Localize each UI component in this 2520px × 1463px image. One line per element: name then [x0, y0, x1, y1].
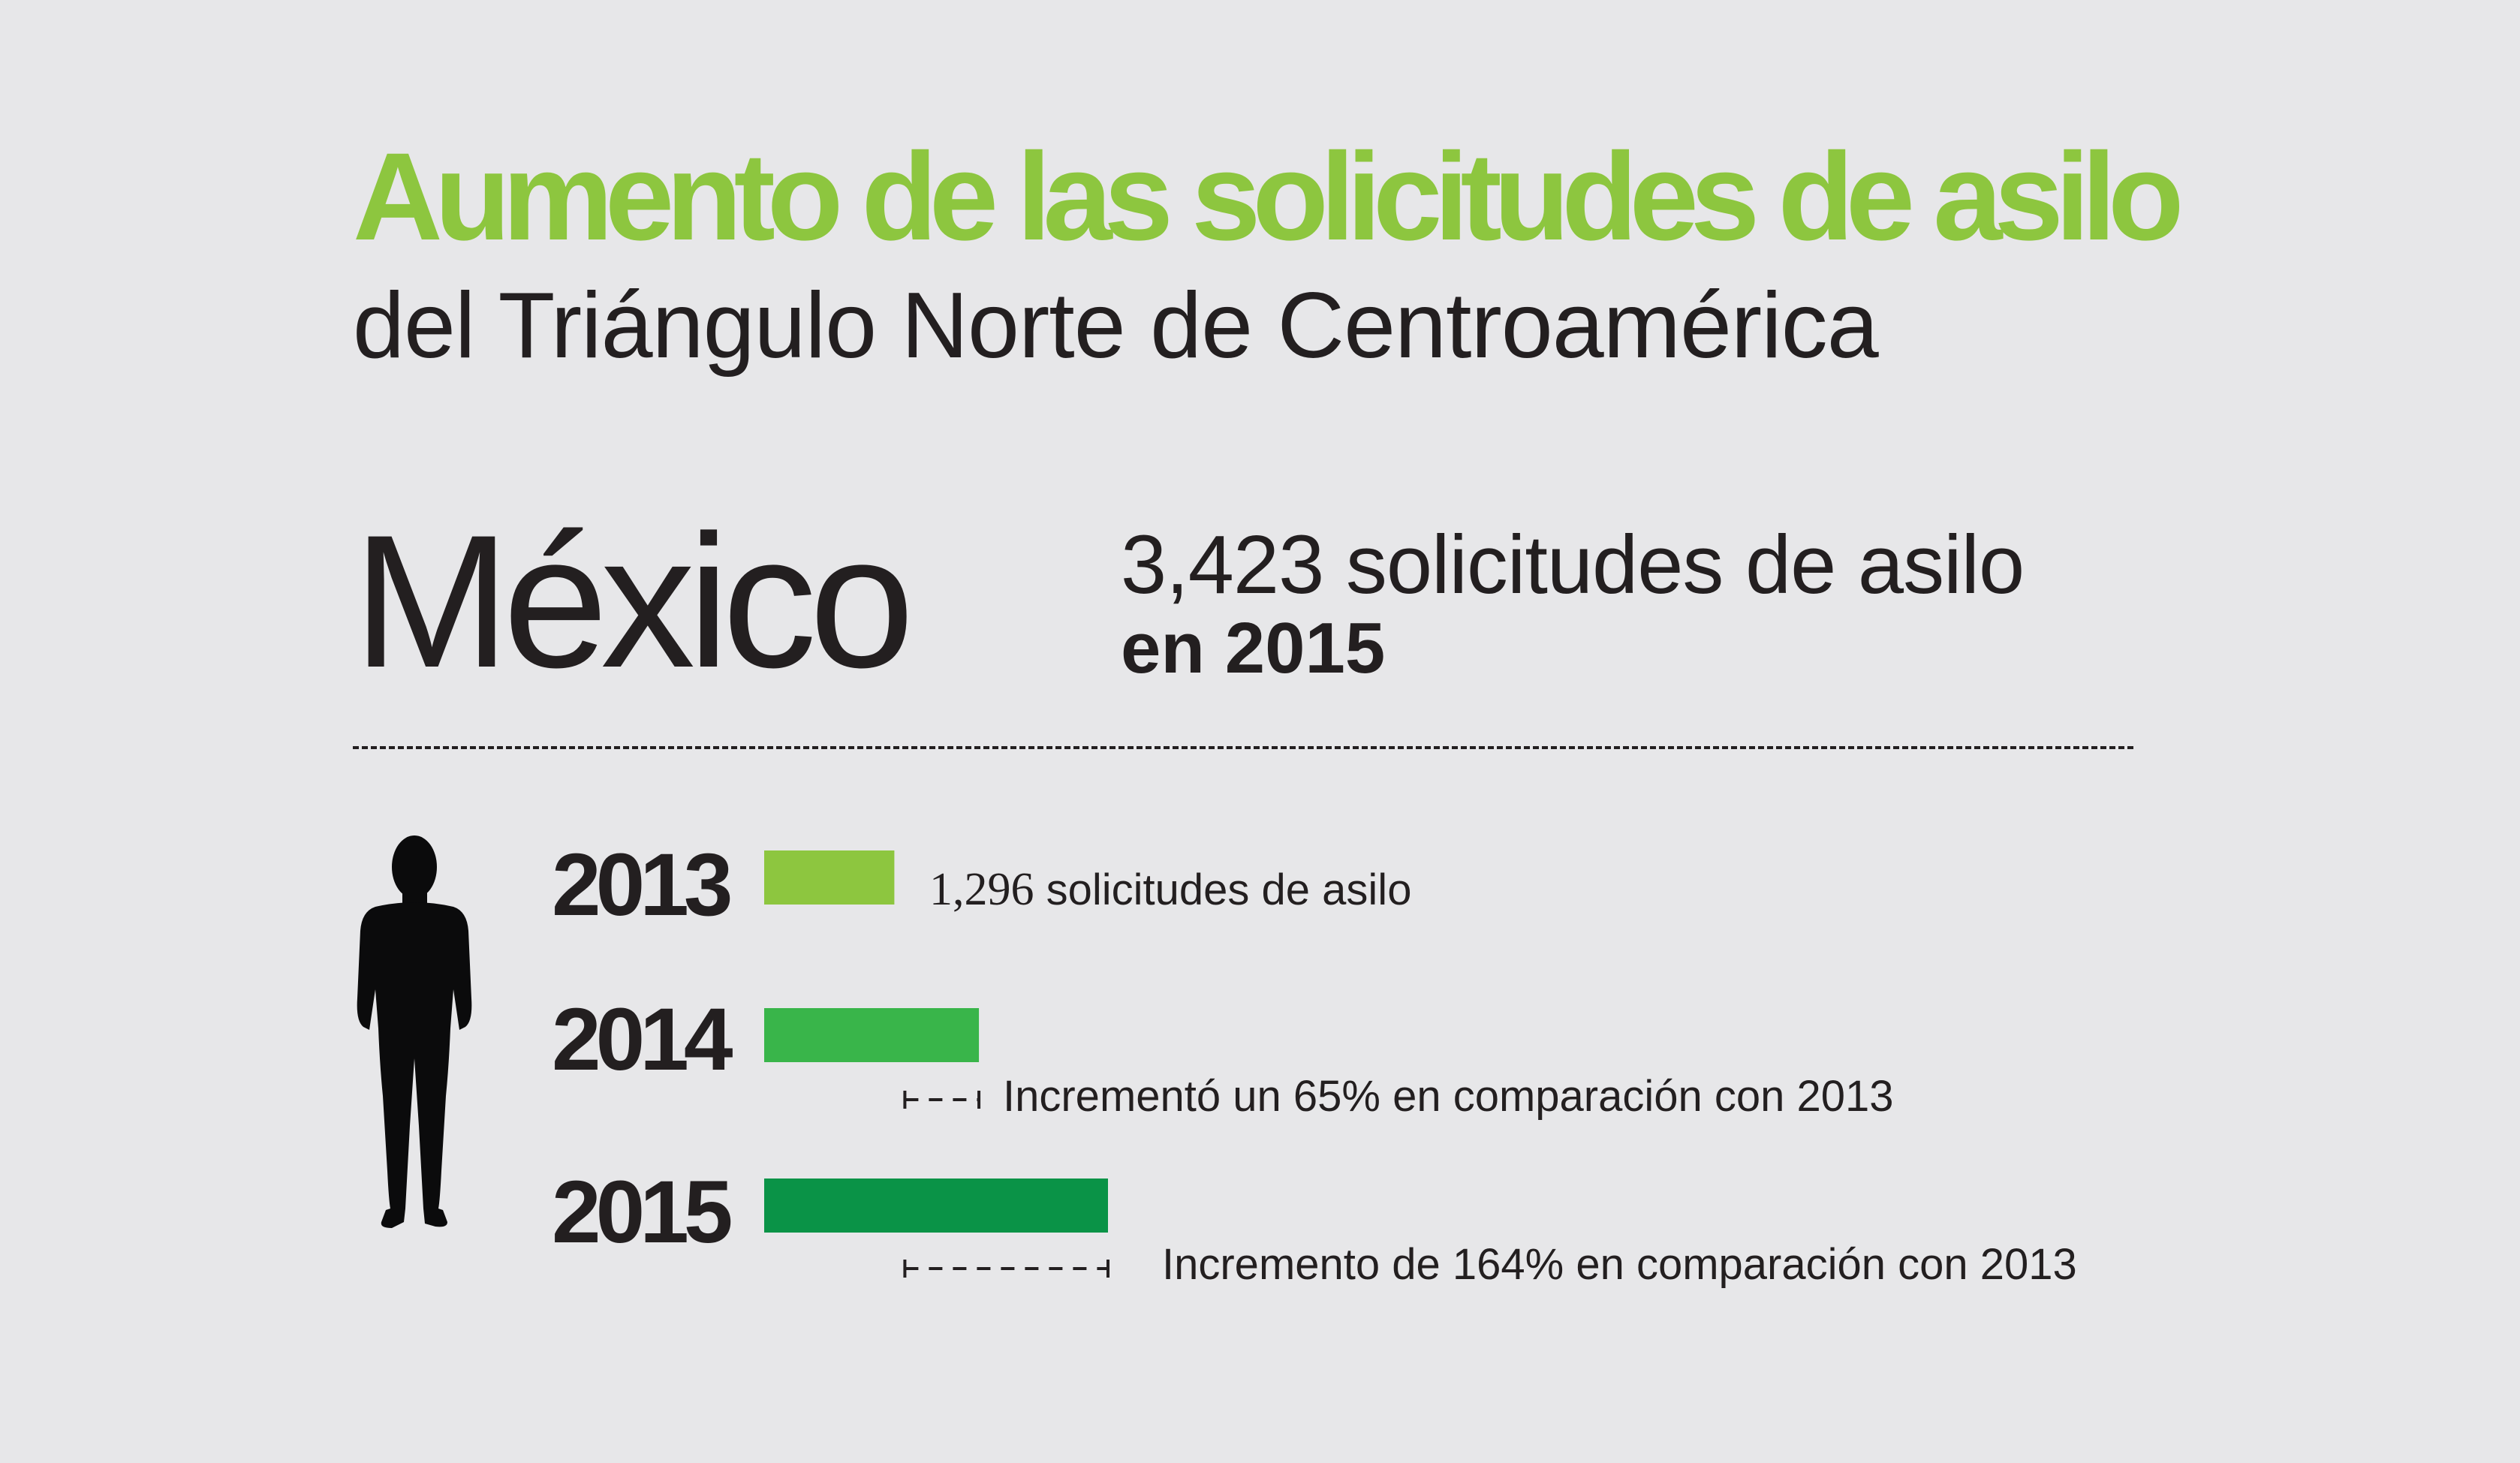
comparison-bracket-2015	[903, 1260, 1109, 1278]
bar-2015	[764, 1179, 1108, 1233]
data-label-2013-text: solicitudes de asilo	[1046, 865, 1412, 914]
data-label-2013: 1,296 solicitudes de asilo	[929, 866, 1411, 913]
total-year-text: en 2015	[1121, 608, 1386, 688]
country-name: México	[353, 496, 914, 707]
year-label-2015: 2015	[552, 1163, 733, 1262]
annotation-2015: Incremento de 164% en comparación con 20…	[1162, 1240, 2077, 1289]
bar-2013	[764, 850, 895, 905]
page-title: Aumento de las solicitudes de asilo	[353, 128, 2184, 266]
dashed-divider	[353, 746, 2133, 749]
data-label-2013-value: 1,296	[929, 864, 1034, 915]
comparison-bracket-2014	[903, 1091, 981, 1109]
bar-2014	[764, 1008, 980, 1062]
page-subtitle: del Triángulo Norte de Centroamérica	[353, 274, 1879, 378]
year-label-2014: 2014	[552, 990, 733, 1089]
annotation-2014: Incrementó un 65% en comparación con 201…	[1003, 1072, 1894, 1121]
year-label-2013: 2013	[552, 835, 733, 935]
person-silhouette-icon	[357, 835, 472, 1228]
total-requests-text: 3,423 solicitudes de asilo	[1121, 519, 2025, 611]
